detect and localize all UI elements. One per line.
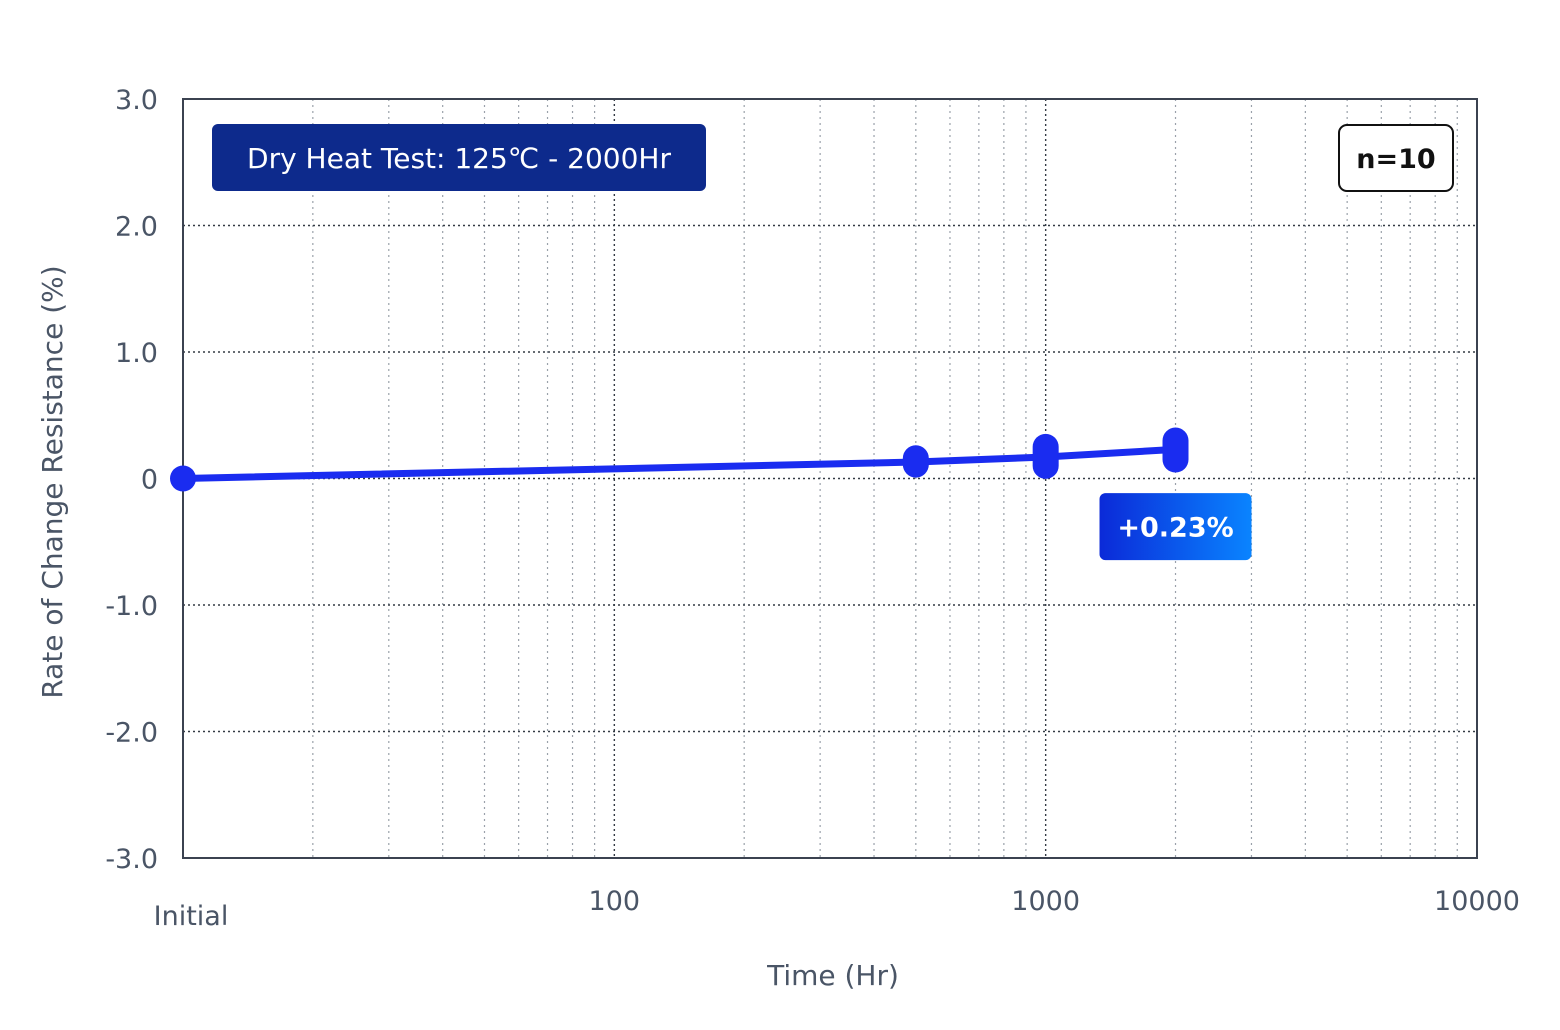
y-tick-label: -2.0	[105, 718, 158, 749]
x-tick-label: 1000	[1011, 886, 1080, 917]
x-tick-label: Initial	[154, 901, 229, 932]
value-callout-label: +0.23%	[1117, 513, 1233, 544]
title-box: Dry Heat Test: 125℃ - 2000Hr	[212, 124, 706, 191]
series-line	[179, 445, 1180, 482]
y-tick-label: -1.0	[105, 591, 158, 622]
title-box-background	[212, 124, 706, 191]
x-tick-label: 100	[589, 886, 641, 917]
x-axis-ticks: Initial 100 1000 10000	[154, 886, 1520, 932]
y-tick-label: 2.0	[115, 212, 158, 243]
y-tick-label: -3.0	[105, 844, 158, 875]
chart-title: Dry Heat Test: 125℃ - 2000Hr	[247, 142, 671, 175]
x-axis-title: Time (Hr)	[766, 959, 899, 992]
value-callout-background	[1099, 493, 1252, 561]
grid	[183, 99, 1477, 858]
annotations: +0.23%	[1099, 493, 1252, 561]
y-tick-label: 3.0	[115, 85, 158, 116]
plot-frame	[182, 98, 1478, 859]
y-tick-label: 0	[141, 465, 158, 496]
data-point	[170, 465, 196, 492]
sample-size-box-background	[1338, 124, 1454, 192]
y-axis-ticks: 3.0 2.0 1.0 0 -1.0 -2.0 -3.0	[105, 85, 158, 875]
sample-size-box: n=10	[1338, 124, 1454, 192]
y-tick-label: 1.0	[115, 338, 158, 369]
x-tick-label: 10000	[1434, 886, 1520, 917]
sample-size-label: n=10	[1356, 144, 1435, 175]
data-series	[170, 427, 1189, 492]
y-axis-title: Rate of Change Resistance (%)	[36, 265, 69, 698]
